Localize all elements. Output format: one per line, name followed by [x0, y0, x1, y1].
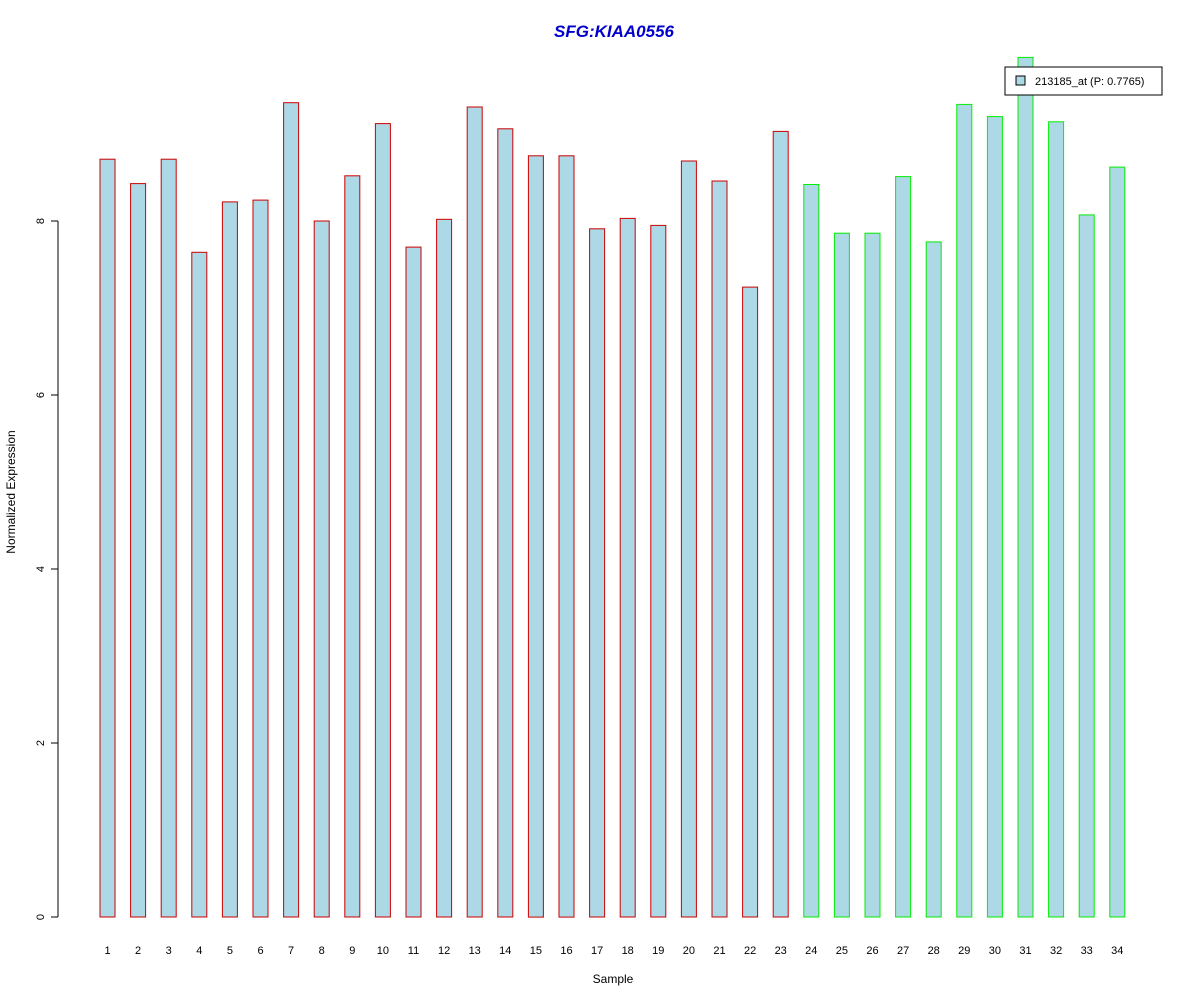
x-tick-label: 23 [775, 945, 787, 957]
x-tick-label: 26 [866, 945, 878, 957]
bar-sample-31 [1017, 56, 1034, 918]
y-tick-label: 8 [35, 218, 47, 224]
bar-sample-33 [1078, 214, 1095, 918]
x-tick-label: 20 [683, 945, 695, 957]
x-axis-title: Sample [593, 972, 634, 986]
chart-title: SFG:KIAA0556 [554, 22, 675, 41]
x-tick-label: 4 [196, 945, 202, 957]
x-axis-labels: 1 2 3 4 5 6 7 8 9 10 11 12 13 14 15 16 17 18 19 20 21 22 23 24 2… [104, 945, 1123, 957]
legend: 213185_at (P: 0.7765) [1004, 66, 1163, 96]
x-tick-label: 30 [989, 945, 1001, 957]
x-tick-label: 14 [499, 945, 511, 957]
bar-sample-5 [221, 201, 238, 918]
bar-sample-3 [160, 158, 177, 918]
x-tick-label: 1 [104, 945, 110, 957]
x-tick-label: 13 [469, 945, 481, 957]
y-tick-label: 6 [35, 392, 47, 398]
bar-sample-28 [925, 241, 942, 918]
bar-sample-34 [1109, 166, 1126, 918]
x-tick-label: 12 [438, 945, 450, 957]
legend-swatch [1015, 75, 1026, 86]
y-tick-label: 2 [35, 740, 47, 746]
bar-sample-16 [558, 155, 575, 918]
x-tick-label: 5 [227, 945, 233, 957]
bar-sample-17 [589, 228, 606, 918]
bar-sample-15 [527, 155, 544, 918]
bar-sample-4 [191, 251, 208, 918]
bar-sample-8 [313, 220, 330, 918]
bar-sample-18 [619, 217, 636, 918]
bar-sample-2 [130, 183, 147, 918]
x-tick-label: 27 [897, 945, 909, 957]
x-tick-label: 17 [591, 945, 603, 957]
y-axis: 0 2 4 6 8 [35, 218, 59, 920]
x-tick-label: 25 [836, 945, 848, 957]
bar-sample-9 [344, 175, 361, 918]
x-tick-label: 32 [1050, 945, 1062, 957]
x-tick-label: 29 [958, 945, 970, 957]
x-tick-label: 28 [928, 945, 940, 957]
bar-sample-21 [711, 180, 728, 918]
bars-layer [99, 56, 1126, 918]
x-tick-label: 31 [1019, 945, 1031, 957]
bar-sample-1 [99, 158, 116, 918]
x-tick-label: 8 [319, 945, 325, 957]
x-tick-label: 24 [805, 945, 817, 957]
bar-sample-24 [803, 184, 820, 918]
bar-sample-10 [374, 123, 391, 918]
bar-sample-26 [864, 232, 881, 918]
x-tick-label: 10 [377, 945, 389, 957]
x-tick-label: 18 [622, 945, 634, 957]
bar-sample-20 [680, 160, 697, 918]
y-tick-label: 0 [35, 914, 47, 920]
bar-sample-27 [895, 176, 912, 918]
x-tick-label: 7 [288, 945, 294, 957]
x-tick-label: 19 [652, 945, 664, 957]
x-tick-label: 34 [1111, 945, 1123, 957]
x-tick-label: 21 [713, 945, 725, 957]
legend-label: 213185_at (P: 0.7765) [1035, 76, 1144, 88]
x-tick-label: 16 [560, 945, 572, 957]
x-tick-label: 3 [166, 945, 172, 957]
bar-sample-12 [436, 218, 453, 918]
bar-sample-7 [283, 102, 300, 918]
bar-sample-25 [833, 232, 850, 918]
bar-sample-29 [956, 103, 973, 918]
x-tick-label: 22 [744, 945, 756, 957]
x-tick-label: 6 [257, 945, 263, 957]
bar-sample-19 [650, 224, 667, 918]
bar-sample-30 [986, 116, 1003, 918]
x-tick-label: 15 [530, 945, 542, 957]
bar-sample-13 [466, 106, 483, 918]
bar-sample-22 [742, 286, 759, 918]
bar-sample-6 [252, 199, 269, 918]
x-tick-label: 9 [349, 945, 355, 957]
bar-sample-11 [405, 246, 422, 918]
y-axis-title: Normalized Expression [4, 430, 18, 553]
x-tick-label: 33 [1081, 945, 1093, 957]
x-tick-label: 2 [135, 945, 141, 957]
legend-box [1004, 66, 1163, 96]
bar-sample-14 [497, 128, 514, 918]
y-tick-label: 4 [35, 566, 47, 572]
bar-sample-32 [1048, 121, 1065, 918]
bar-sample-23 [772, 130, 789, 918]
x-tick-label: 11 [408, 945, 419, 957]
